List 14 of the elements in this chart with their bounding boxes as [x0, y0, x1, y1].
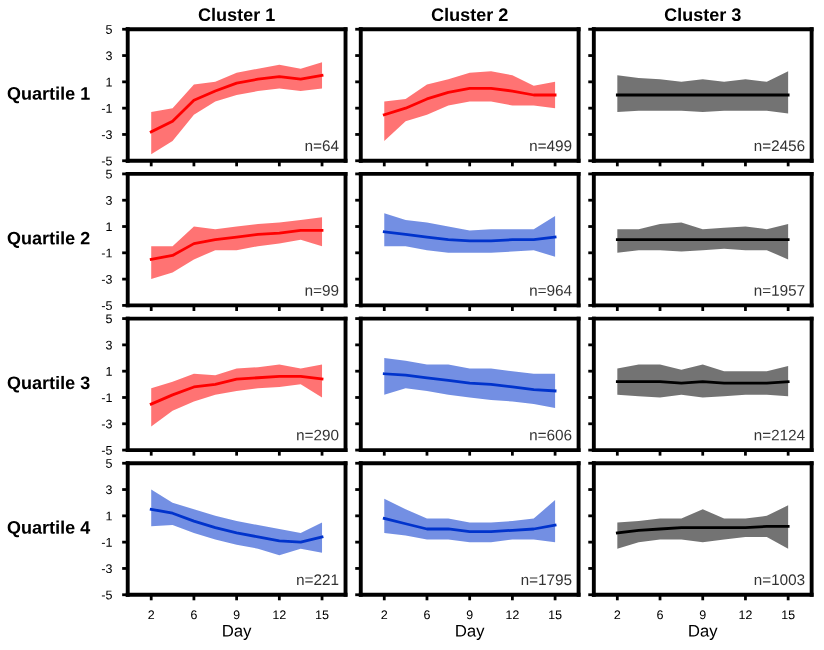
- y-axis-title: Quartile 2: [7, 231, 90, 248]
- y-axis-title: Quartile 1: [7, 86, 90, 104]
- x-axis-title: Day: [223, 625, 252, 640]
- y-axis-title: Quartile 3: [7, 375, 90, 393]
- line-series: [149, 375, 324, 406]
- line-series: [149, 507, 324, 544]
- x-axis-title: Day: [689, 625, 718, 640]
- line-series: [149, 73, 324, 134]
- line-series: [149, 229, 324, 261]
- chart-title: Cluster 3: [664, 7, 741, 22]
- x-axis-title: Day: [456, 625, 485, 640]
- chart-title: Cluster 1: [198, 7, 275, 22]
- chart-title: Cluster 2: [431, 7, 508, 22]
- y-axis-title: Quartile 4: [7, 520, 91, 538]
